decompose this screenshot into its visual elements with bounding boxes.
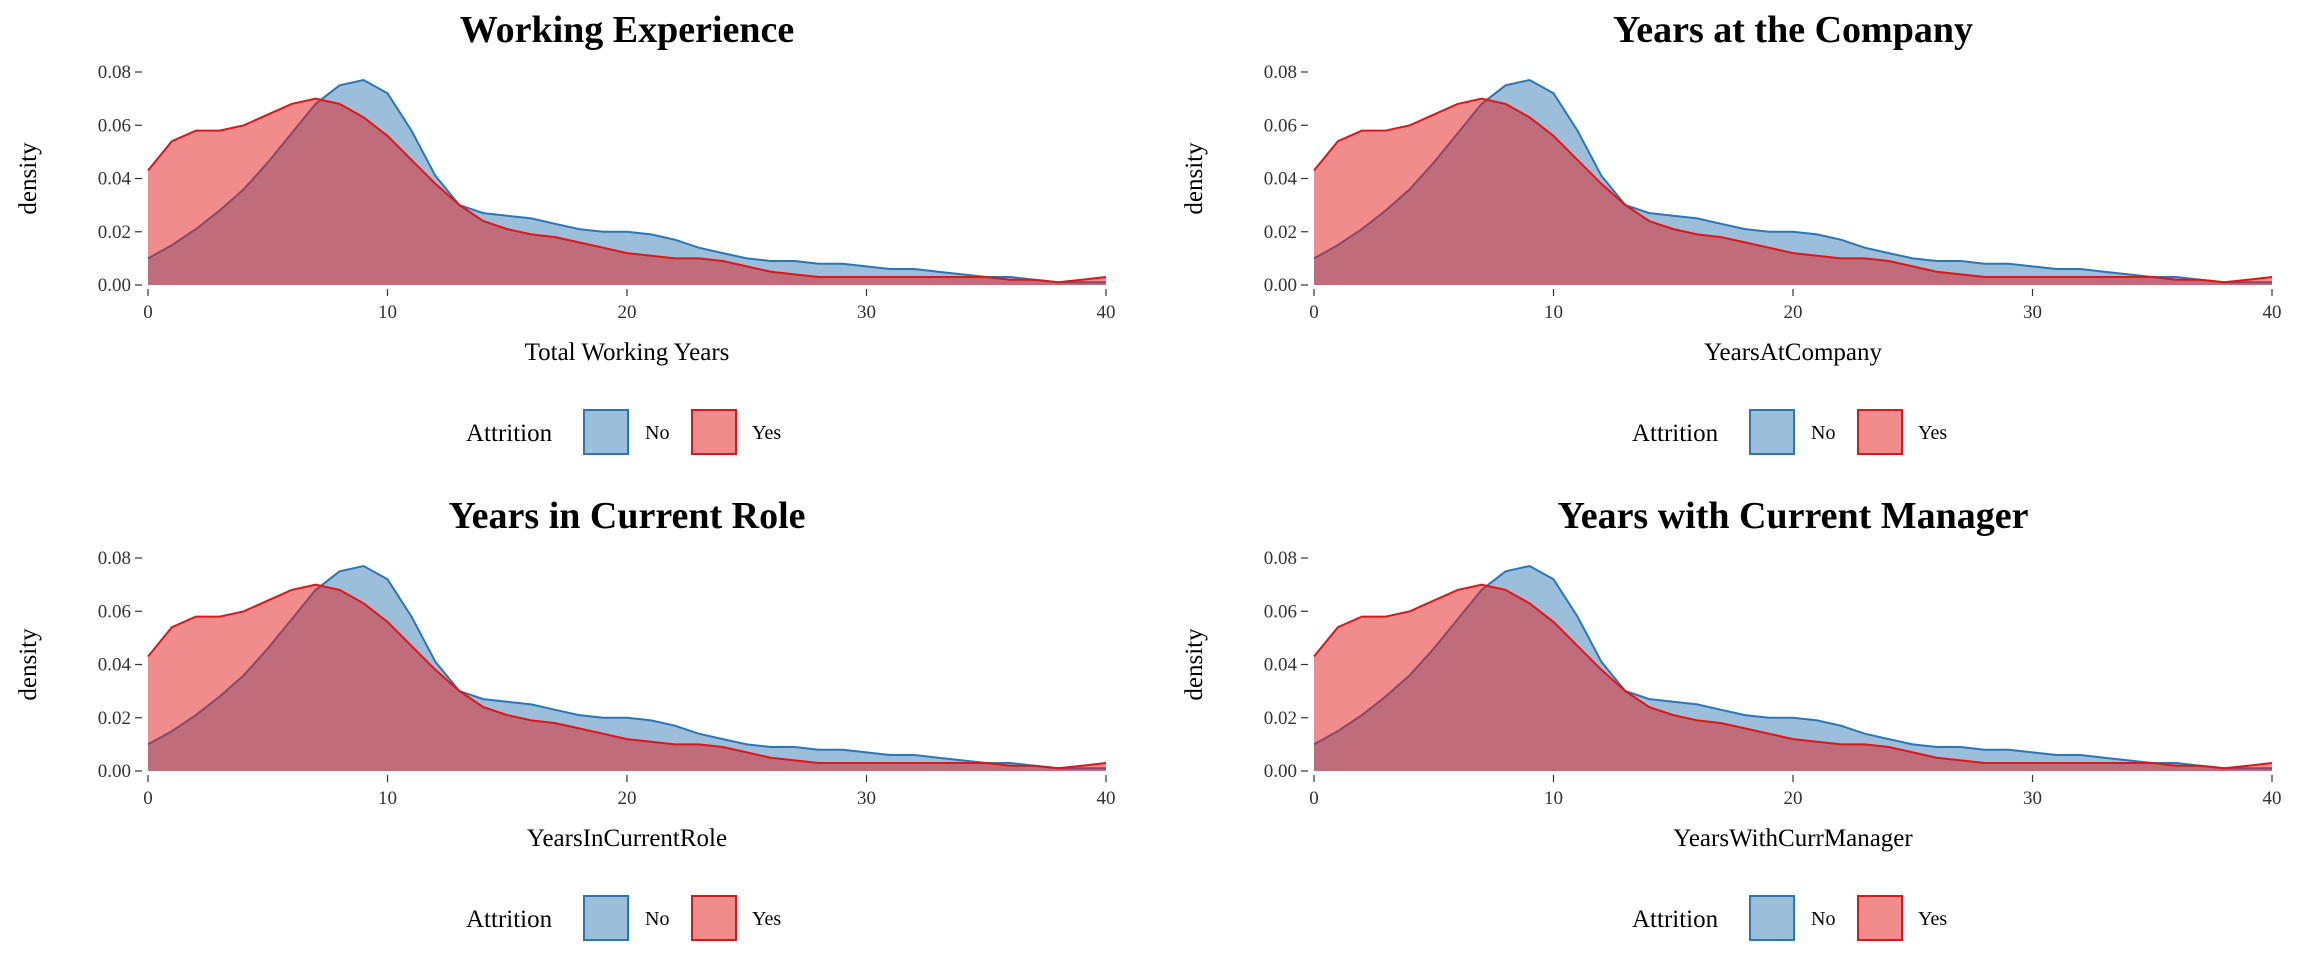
legend-label-no: No — [645, 422, 669, 444]
legend-title: Attrition — [1632, 420, 1719, 447]
x-tick-label: 0 — [143, 788, 153, 809]
x-tick-label: 40 — [1097, 302, 1116, 323]
x-axis-title: YearsAtCompany — [1704, 339, 1883, 366]
x-tick-label: 40 — [2263, 302, 2282, 323]
y-tick-label: 0.04 — [98, 169, 132, 190]
legend-key-yes — [1857, 409, 1903, 455]
density-area-yes — [148, 98, 1106, 285]
x-tick-label: 20 — [1784, 788, 1803, 809]
x-axis-title: Total Working Years — [525, 339, 730, 366]
chart-panel-years-at-company: Years at the Company 0.00 0.02 0.04 0.06 0.08… — [1166, 0, 2304, 480]
chart-panel-years-with-current-manager: Years with Current Manager 0.00 0.02 0.04 0.… — [1166, 486, 2304, 966]
y-tick-label: 0.08 — [98, 62, 131, 83]
y-tick-label: 0.04 — [1264, 169, 1298, 190]
density-line-yes — [147, 97, 1107, 284]
x-tick-label: 0 — [1309, 788, 1319, 809]
y-tick-label: 0.04 — [1264, 655, 1298, 676]
y-axis-title: density — [1181, 142, 1208, 215]
y-tick-label: 0.02 — [98, 222, 131, 243]
legend-key-yes — [691, 409, 737, 455]
y-tick-label: 0.00 — [98, 761, 131, 782]
x-tick-label: 20 — [1784, 302, 1803, 323]
density-line-yes — [1313, 583, 2273, 770]
legend-key-yes — [1857, 895, 1903, 941]
legend-label-yes: Yes — [752, 422, 781, 444]
x-tick-label: 0 — [1309, 302, 1319, 323]
legend-label-no: No — [645, 908, 669, 930]
legend-label-yes: Yes — [1918, 422, 1947, 444]
y-tick-label: 0.04 — [98, 655, 132, 676]
density-area-yes — [1314, 584, 2272, 771]
y-axis-title: density — [1181, 628, 1208, 701]
y-tick-label: 0.02 — [1264, 708, 1297, 729]
y-tick-label: 0.06 — [98, 601, 131, 622]
x-tick-label: 40 — [2263, 788, 2282, 809]
y-tick-label: 0.06 — [1264, 115, 1297, 136]
density-line-yes — [147, 583, 1107, 770]
chart-svg: Years with Current Manager 0.00 0.02 0.04 0.… — [1181, 495, 2282, 941]
x-tick-label: 10 — [1544, 788, 1563, 809]
x-axis-title: YearsInCurrentRole — [527, 825, 727, 852]
y-tick-label: 0.06 — [98, 115, 131, 136]
chart-svg: Years in Current Role 0.00 0.02 0.04 0.06 0.0… — [15, 495, 1116, 941]
chart-svg: Working Experience 0.00 0.02 0.04 0.06 0.08 0 1… — [15, 9, 1116, 455]
y-tick-label: 0.06 — [1264, 601, 1297, 622]
chart-panel-years-in-current-role: Years in Current Role 0.00 0.02 0.04 0.06 0.0… — [0, 486, 1152, 966]
chart-svg: Years at the Company 0.00 0.02 0.04 0.06 0.08… — [1181, 9, 2282, 455]
x-tick-label: 10 — [1544, 302, 1563, 323]
chart-title: Years with Current Manager — [1557, 495, 2028, 537]
legend-label-no: No — [1811, 908, 1835, 930]
legend-key-no — [583, 895, 629, 941]
y-tick-label: 0.02 — [1264, 222, 1297, 243]
y-tick-label: 0.00 — [1264, 761, 1297, 782]
legend-key-yes — [691, 895, 737, 941]
y-axis-title: density — [15, 142, 42, 215]
legend-key-no — [583, 409, 629, 455]
chart-title: Years in Current Role — [448, 495, 805, 537]
x-tick-label: 30 — [857, 788, 876, 809]
x-tick-label: 10 — [378, 302, 397, 323]
y-tick-label: 0.02 — [98, 708, 131, 729]
x-tick-label: 30 — [2023, 302, 2042, 323]
y-tick-label: 0.00 — [98, 275, 131, 296]
chart-title: Years at the Company — [1613, 9, 1973, 51]
legend-key-no — [1749, 409, 1795, 455]
x-tick-label: 20 — [618, 302, 637, 323]
x-tick-label: 0 — [143, 302, 153, 323]
x-tick-label: 30 — [2023, 788, 2042, 809]
density-line-yes — [1313, 97, 2273, 284]
x-axis-title: YearsWithCurrManager — [1673, 825, 1913, 852]
x-tick-label: 40 — [1097, 788, 1116, 809]
y-axis-title: density — [15, 628, 42, 701]
legend-title: Attrition — [1632, 906, 1719, 933]
density-area-yes — [148, 584, 1106, 771]
legend-label-yes: Yes — [752, 908, 781, 930]
y-tick-label: 0.00 — [1264, 275, 1297, 296]
x-tick-label: 10 — [378, 788, 397, 809]
x-tick-label: 30 — [857, 302, 876, 323]
legend-key-no — [1749, 895, 1795, 941]
density-area-yes — [1314, 98, 2272, 285]
y-tick-label: 0.08 — [1264, 62, 1297, 83]
y-tick-label: 0.08 — [98, 548, 131, 569]
legend-label-no: No — [1811, 422, 1835, 444]
chart-title: Working Experience — [460, 9, 795, 51]
legend-title: Attrition — [466, 420, 553, 447]
legend-title: Attrition — [466, 906, 553, 933]
x-tick-label: 20 — [618, 788, 637, 809]
legend-label-yes: Yes — [1918, 908, 1947, 930]
chart-panel-working-experience: Working Experience 0.00 0.02 0.04 0.06 0.08 0 1… — [0, 0, 1152, 480]
y-tick-label: 0.08 — [1264, 548, 1297, 569]
